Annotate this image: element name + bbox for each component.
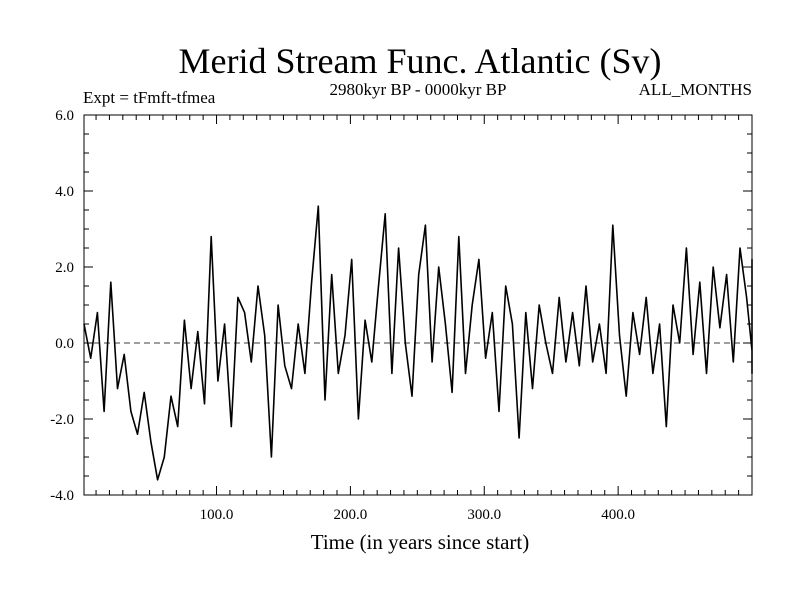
y-tick-label: -2.0 (50, 412, 74, 428)
y-tick-label: 0.0 (55, 336, 74, 352)
chart-subtitle-months: ALL_MONTHS (639, 80, 752, 99)
chart-subtitle-period: 2980kyr BP - 0000kyr BP (330, 80, 507, 99)
x-tick-label: 300.0 (467, 507, 501, 523)
x-tick-label: 200.0 (334, 507, 368, 523)
chart-subtitle-experiment: Expt = tFmft-tfmea (83, 88, 216, 107)
chart-title: Merid Stream Func. Atlantic (Sv) (179, 41, 662, 81)
x-axis-label: Time (in years since start) (311, 530, 530, 554)
x-tick-label: 400.0 (601, 507, 635, 523)
y-tick-label: 4.0 (55, 184, 74, 200)
plot-area: 100.0 200.0 300.0 400.0 -4.0 -2.0 0.0 2.0 4.0 6.0 (50, 108, 753, 523)
data-series-line (83, 205, 753, 481)
y-tick-label: 2.0 (55, 260, 74, 276)
y-tick-label: -4.0 (50, 488, 74, 504)
y-tick-label: 6.0 (55, 108, 74, 124)
plot-frame (83, 114, 753, 496)
x-tick-label: 100.0 (200, 507, 234, 523)
